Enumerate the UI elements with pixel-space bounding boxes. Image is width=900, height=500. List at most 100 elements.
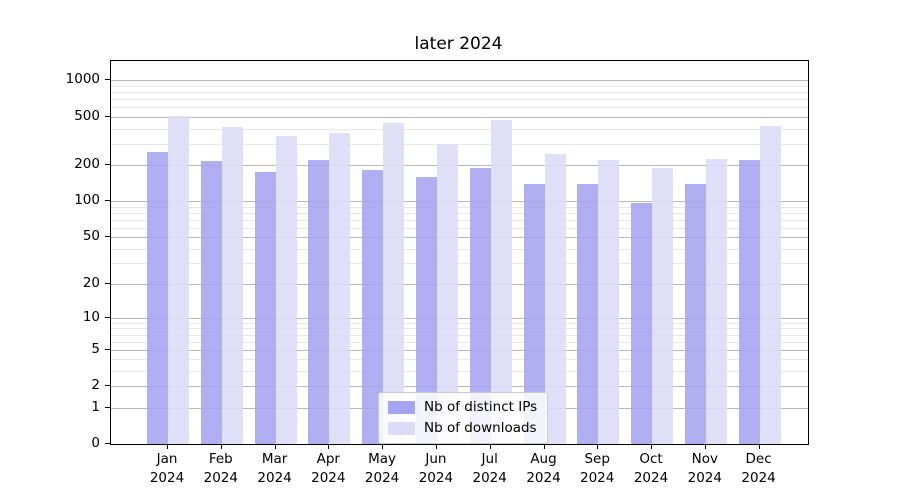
major-gridline	[111, 386, 808, 388]
major-gridline	[111, 201, 808, 203]
major-gridline	[111, 349, 808, 351]
bar-downloads-jan	[168, 116, 189, 444]
x-tick-label-jan: Jan 2024	[135, 450, 199, 488]
month-year: 2024	[257, 470, 292, 486]
bar-downloads-jul	[490, 120, 512, 444]
plot-canvas	[111, 61, 808, 444]
x-tick-label-apr: Apr 2024	[296, 450, 360, 488]
minor-gridline	[111, 99, 808, 101]
major-gridline	[111, 80, 808, 82]
y-tick-mark	[105, 348, 110, 350]
y-tick-label: 100	[74, 192, 100, 209]
month-year: 2024	[418, 470, 454, 486]
month-name: Aug	[530, 451, 557, 467]
bar-distinct-ips-apr	[308, 159, 330, 444]
x-tick-mark	[651, 444, 652, 449]
major-gridline	[111, 317, 808, 319]
minor-gridline	[111, 334, 808, 336]
y-tick-label: 1	[91, 398, 100, 415]
y-tick-label: 500	[74, 107, 100, 124]
bar-distinct-ips-dec	[738, 160, 760, 444]
bar-distinct-ips-feb	[200, 161, 222, 444]
x-tick-label-jun: Jun 2024	[404, 450, 468, 488]
month-year: 2024	[311, 470, 346, 486]
bar-downloads-jun	[436, 143, 458, 444]
legend-swatch-distinct-ips	[388, 400, 415, 414]
x-tick-mark	[274, 444, 276, 449]
y-tick-mark	[105, 79, 110, 81]
x-tick-mark	[167, 444, 168, 449]
y-tick-mark	[105, 163, 110, 165]
legend-swatch-downloads	[388, 421, 415, 435]
minor-gridline	[111, 107, 808, 109]
minor-gridline	[111, 206, 808, 208]
minor-gridline	[111, 227, 808, 229]
minor-gridline	[111, 219, 808, 221]
y-tick-mark	[105, 236, 110, 237]
major-gridline	[111, 116, 808, 118]
bar-distinct-ips-jun	[415, 176, 437, 444]
month-name: Jul	[481, 451, 498, 467]
legend-item-downloads: Nb of downloads	[388, 419, 537, 437]
bar-distinct-ips-oct	[631, 202, 652, 444]
y-tick-label: 1000	[65, 71, 100, 88]
minor-gridline	[111, 92, 808, 94]
minor-gridline	[111, 128, 808, 130]
major-gridline	[111, 237, 808, 238]
y-tick-label: 20	[82, 274, 100, 291]
bar-downloads-feb	[221, 127, 243, 444]
minor-gridline	[111, 328, 808, 330]
y-tick-label: 5	[91, 340, 100, 357]
minor-gridline	[111, 248, 808, 250]
y-tick-label: 0	[91, 435, 100, 451]
month-name: Oct	[639, 451, 663, 467]
bar-downloads-may	[383, 122, 405, 444]
bar-distinct-ips-jan	[147, 152, 168, 444]
month-name: Dec	[745, 451, 772, 467]
month-year: 2024	[633, 470, 669, 486]
x-tick-label-sep: Sep 2024	[565, 450, 629, 488]
month-year: 2024	[741, 470, 776, 486]
x-tick-label-jul: Jul 2024	[458, 450, 522, 488]
month-year: 2024	[580, 470, 615, 486]
month-name: Nov	[691, 451, 718, 467]
plot-area	[110, 60, 809, 445]
y-tick-mark	[105, 200, 110, 202]
month-name: May	[368, 451, 397, 467]
month-year: 2024	[149, 470, 185, 486]
x-tick-mark	[382, 444, 384, 449]
x-tick-mark	[328, 444, 330, 449]
minor-gridline	[111, 85, 808, 87]
major-gridline	[111, 164, 808, 166]
month-name: Jun	[425, 451, 447, 467]
x-tick-mark	[543, 444, 545, 449]
y-tick-mark	[105, 115, 110, 117]
month-name: Jan	[156, 451, 178, 467]
chart-title: later 2024	[414, 34, 503, 54]
minor-gridline	[111, 359, 808, 361]
x-tick-label-oct: Oct 2024	[619, 450, 683, 488]
y-tick-label: 10	[82, 308, 100, 325]
x-tick-mark	[489, 444, 491, 449]
bar-distinct-ips-may	[362, 169, 384, 444]
bar-distinct-ips-nov	[684, 183, 706, 444]
x-tick-label-dec: Dec 2024	[727, 450, 791, 488]
legend-label-downloads: Nb of downloads	[424, 420, 537, 436]
y-tick-mark	[105, 406, 110, 408]
x-tick-mark	[220, 444, 222, 449]
bar-distinct-ips-aug	[523, 183, 545, 444]
bar-downloads-aug	[544, 154, 566, 444]
month-name: Mar	[261, 451, 288, 467]
month-year: 2024	[687, 470, 722, 486]
month-name: Sep	[584, 451, 610, 467]
month-year: 2024	[472, 470, 507, 486]
major-gridline	[111, 283, 808, 285]
legend-label-distinct-ips: Nb of distinct IPs	[424, 399, 538, 415]
minor-gridline	[111, 341, 808, 343]
bar-downloads-dec	[759, 125, 781, 444]
bar-distinct-ips-mar	[254, 171, 276, 444]
y-tick-label: 2	[91, 377, 100, 394]
x-tick-label-may: May 2024	[350, 450, 414, 488]
bar-downloads-oct	[652, 167, 673, 444]
